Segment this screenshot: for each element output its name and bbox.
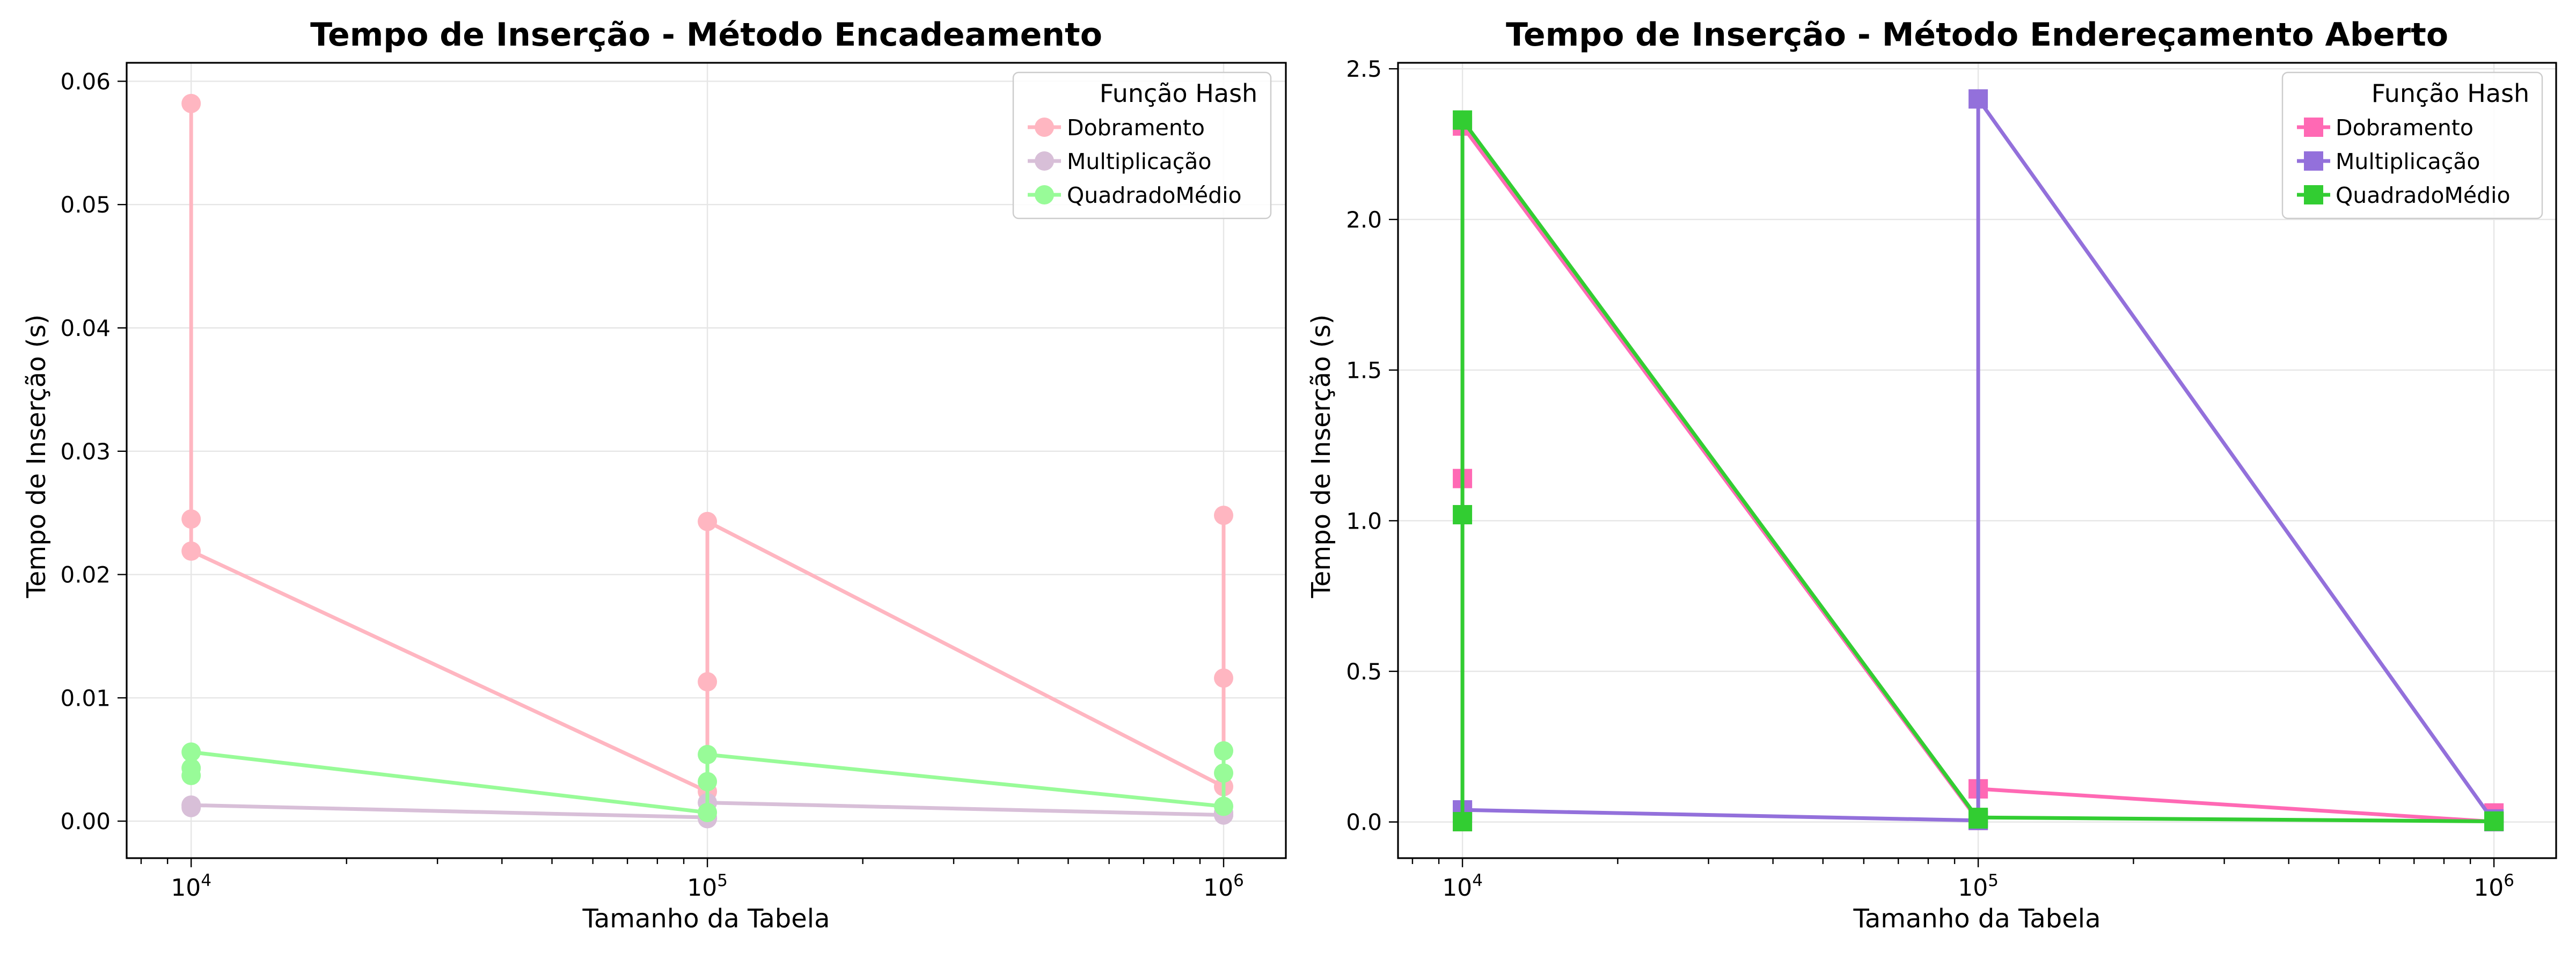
legend-title: Função Hash: [2372, 79, 2529, 108]
series-layer: [181, 93, 1234, 829]
legend-label-multiplicacao: Multiplicação: [1067, 149, 1211, 174]
data-point-dobramento: [181, 509, 201, 529]
x-axis-label: Tamanho da Tabela: [1853, 904, 2101, 934]
x-tick-label: 105: [1958, 871, 1999, 902]
data-point-multiplicacao: [1968, 89, 1988, 109]
data-point-multiplicacao: [181, 795, 201, 815]
data-point-quadradomedio: [181, 758, 201, 778]
y-tick-label: 0.5: [1346, 658, 1382, 685]
data-point-quadradomedio: [698, 772, 718, 792]
data-point-quadradomedio: [698, 802, 718, 822]
legend-title: Função Hash: [1100, 79, 1257, 108]
y-tick-label: 2.5: [1346, 56, 1382, 82]
legend-box: [1012, 71, 1272, 219]
chart-title: Tempo de Inserção - Método Encadeamento: [310, 16, 1102, 54]
data-point-dobramento: [698, 511, 718, 531]
y-tick-label: 1.0: [1346, 508, 1382, 534]
data-point-quadradomedio: [1453, 812, 1473, 832]
y-tick-label: 0.06: [60, 68, 111, 94]
y-tick-label: 2.0: [1346, 207, 1382, 233]
data-point-quadradomedio: [181, 742, 201, 762]
x-tick-label: 105: [687, 871, 728, 902]
axes-frame: [1397, 62, 2557, 859]
data-point-dobramento: [181, 541, 201, 561]
legend-marker-multiplicacao: [2304, 151, 2323, 171]
y-tick-label: 0.00: [60, 808, 111, 835]
chart-title: Tempo de Inserção - Método Endereçamento…: [1506, 16, 2448, 54]
chart-panel-chaining: 104 105 106 0.00 0.01 0.02 0.03 0.04 0.05 0.06 Te…: [21, 16, 1287, 934]
data-point-quadradomedio: [1214, 796, 1234, 816]
data-point-quadradomedio: [2484, 811, 2504, 831]
legend-label-dobramento: Dobramento: [2336, 115, 2473, 141]
y-tick-label: 0.01: [60, 685, 111, 711]
legend-label-multiplicacao: Multiplicação: [2336, 149, 2480, 174]
plot-area: 104 105 106 0.0 0.5 1.0 1.5 2.0 2.5: [1346, 56, 2556, 902]
series-quadradomedio: [1453, 110, 2504, 832]
legend-label-quadradomedio: QuadradoMédio: [2336, 182, 2511, 208]
y-axis-label: Tempo de Inserção (s): [21, 314, 52, 599]
y-tick-label: 0.03: [60, 438, 111, 465]
x-axis-label: Tamanho da Tabela: [582, 904, 830, 934]
legend-marker-quadradomedio: [2304, 185, 2323, 204]
x-tick-label: 106: [1203, 871, 1244, 902]
x-tick-label: 106: [2473, 871, 2514, 902]
legend-marker-dobramento: [1035, 118, 1054, 137]
data-point-quadradomedio: [698, 744, 718, 764]
data-point-dobramento: [698, 672, 718, 692]
data-point-dobramento: [181, 93, 201, 113]
legend-label-quadradomedio: QuadradoMédio: [1067, 182, 1242, 208]
series-layer: [1453, 89, 2504, 832]
y-axis-label: Tempo de Inserção (s): [1306, 314, 1336, 599]
legend-marker-multiplicacao: [1035, 151, 1054, 171]
data-point-quadradomedio: [1214, 741, 1234, 761]
y-tick-label: 0.02: [60, 562, 111, 588]
legend-label-dobramento: Dobramento: [1067, 115, 1205, 141]
data-point-quadradomedio: [1968, 808, 1988, 828]
y-tick-label: 1.5: [1346, 357, 1382, 384]
data-point-quadradomedio: [1453, 505, 1473, 525]
legend-marker-quadradomedio: [1035, 185, 1054, 204]
data-point-quadradomedio: [1453, 110, 1473, 130]
axes-frame: [126, 62, 1287, 859]
y-tick-label: 0.04: [60, 315, 111, 341]
data-point-dobramento: [1214, 668, 1234, 688]
legend-box: [2281, 71, 2543, 219]
data-point-quadradomedio: [1214, 763, 1234, 783]
legend-marker-dobramento: [2304, 118, 2323, 137]
series-quadradomedio: [181, 741, 1234, 822]
data-point-dobramento: [1214, 506, 1234, 525]
chart-panel-open-addressing: 104 105 106 0.0 0.5 1.0 1.5 2.0 2.5 Tempo de Ins…: [1306, 16, 2557, 934]
x-tick-label: 104: [171, 871, 211, 902]
y-tick-label: 0.0: [1346, 809, 1382, 836]
x-tick-label: 104: [1442, 871, 1483, 902]
y-tick-label: 0.05: [60, 192, 111, 218]
